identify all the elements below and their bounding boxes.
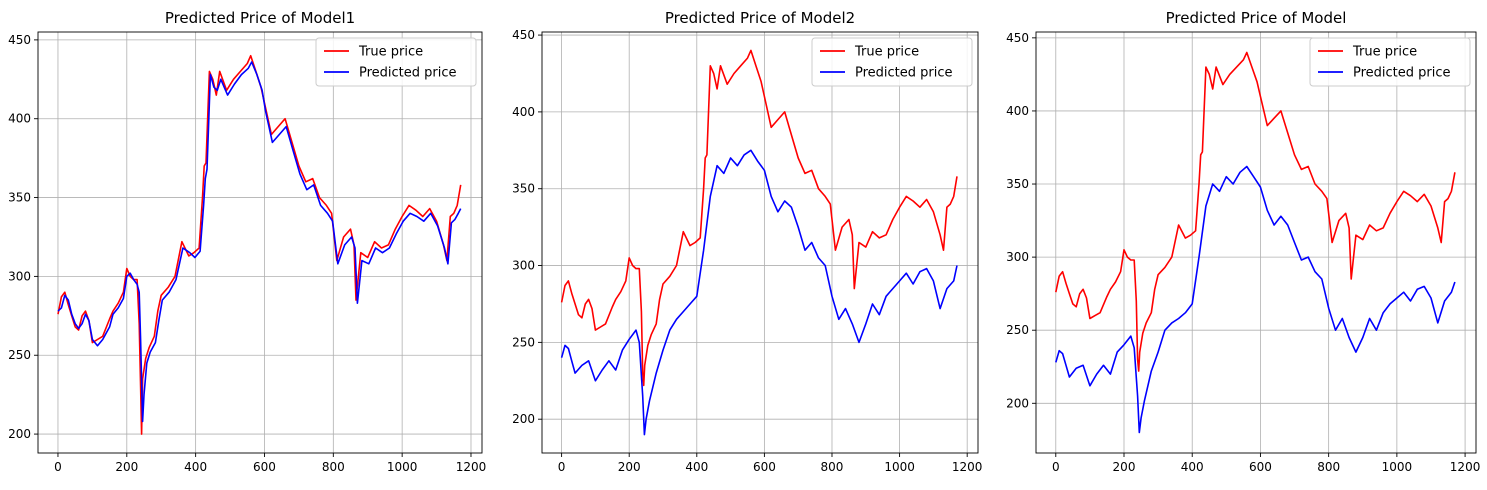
x-tick-label: 400: [1181, 460, 1204, 474]
y-tick-label: 350: [8, 191, 31, 205]
y-tick-label: 250: [8, 348, 31, 362]
series-line-predicted-price: [560, 149, 958, 436]
legend: True price Predicted price: [1309, 37, 1471, 87]
axes-frame: [541, 31, 979, 454]
x-tick-label: 0: [558, 460, 566, 474]
x-tick-label: 800: [322, 460, 345, 474]
legend-label: True price: [358, 45, 423, 60]
chart-panel-2: 0 200 400 600 800 1000 1200 200 250 300 350 400 450 P…: [512, 9, 982, 474]
x-tick-label: 600: [1249, 460, 1272, 474]
legend: True price Predicted price: [811, 37, 973, 87]
x-tick-label: 1000: [884, 460, 915, 474]
axes-frame: [1035, 31, 1477, 454]
y-tick-label: 200: [1006, 396, 1029, 410]
x-tick-label: 400: [685, 460, 708, 474]
legend-box: [1309, 37, 1471, 87]
legend-label: True price: [1352, 45, 1417, 60]
legend-label: Predicted price: [855, 66, 953, 81]
chart-panel-3: 0 200 400 600 800 1000 1200 200 250 300 350 400 450 P…: [1006, 9, 1480, 474]
x-tick-label: 0: [54, 460, 62, 474]
y-tick-label: 450: [1006, 31, 1029, 45]
legend-box: [315, 37, 477, 87]
x-tick-label: 200: [1113, 460, 1136, 474]
series-line-predicted-price: [1055, 165, 1456, 434]
x-tick-label: 1200: [952, 460, 983, 474]
y-tick-label: 350: [1006, 177, 1029, 191]
x-tick-label: 600: [753, 460, 776, 474]
y-tick-label: 200: [512, 412, 535, 426]
y-tick-label: 400: [512, 105, 535, 119]
x-tick-label: 400: [184, 460, 207, 474]
series-line-predicted-price: [57, 61, 462, 423]
y-tick-label: 450: [512, 28, 535, 42]
y-tick-label: 250: [1006, 323, 1029, 337]
chart-title: Predicted Price of Model2: [665, 9, 855, 27]
y-tick-label: 450: [8, 33, 31, 47]
chart-title: Predicted Price of Model: [1166, 9, 1347, 27]
series-line-true-price: [57, 54, 462, 435]
y-tick-label: 300: [1006, 250, 1029, 264]
y-tick-label: 350: [512, 182, 535, 196]
y-tick-label: 300: [8, 269, 31, 283]
x-tick-label: 1200: [1450, 460, 1481, 474]
y-tick-label: 250: [512, 335, 535, 349]
legend-label: Predicted price: [1353, 66, 1451, 81]
series-line-true-price: [560, 49, 958, 387]
x-tick-label: 800: [1317, 460, 1340, 474]
x-tick-label: 200: [115, 460, 138, 474]
x-tick-label: 1000: [387, 460, 418, 474]
y-tick-label: 400: [8, 112, 31, 126]
x-tick-label: 600: [253, 460, 276, 474]
legend: True price Predicted price: [315, 37, 477, 87]
y-tick-label: 200: [8, 427, 31, 441]
chart-panel-1: 0 200 400 600 800 1000 1200 200 250 300 350 400 450 P…: [8, 9, 486, 474]
axes-frame: [37, 31, 483, 454]
chart-title: Predicted Price of Model1: [165, 9, 355, 27]
y-tick-label: 300: [512, 259, 535, 273]
x-tick-label: 800: [821, 460, 844, 474]
x-tick-label: 200: [618, 460, 641, 474]
x-tick-label: 1200: [456, 460, 487, 474]
x-tick-label: 0: [1052, 460, 1060, 474]
legend-label: Predicted price: [359, 66, 457, 81]
y-tick-label: 400: [1006, 104, 1029, 118]
legend-label: True price: [854, 45, 919, 60]
x-tick-label: 1000: [1382, 460, 1413, 474]
series-line-true-price: [1055, 51, 1456, 372]
legend-box: [811, 37, 973, 87]
